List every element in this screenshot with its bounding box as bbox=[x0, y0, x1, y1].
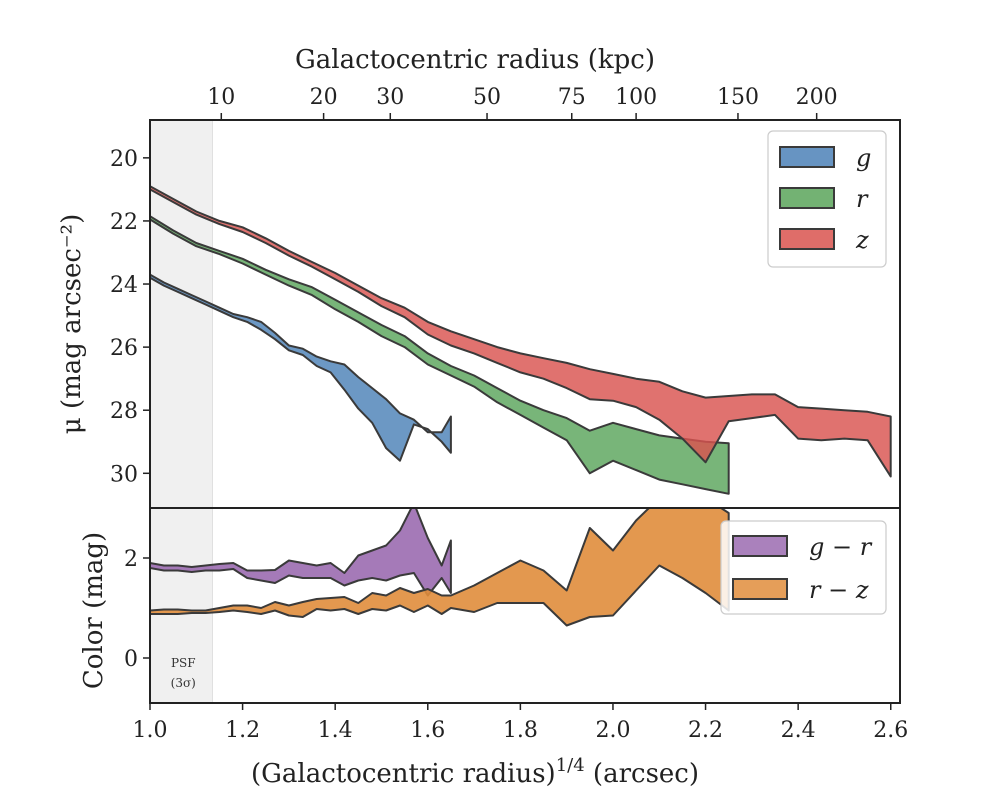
color-series bbox=[150, 508, 730, 627]
legend-label-z: z bbox=[855, 226, 869, 254]
top-x-tick-label: 30 bbox=[376, 85, 404, 110]
color-y-tick-label: 0 bbox=[124, 647, 138, 672]
x-tick-label: 1.0 bbox=[133, 718, 168, 743]
top-y-axis-title: μ (mag arcsec⁻²) bbox=[57, 214, 87, 434]
y-tick-label: 22 bbox=[110, 210, 138, 235]
psf-shaded-region-color bbox=[149, 507, 213, 704]
x-tick-label: 1.4 bbox=[318, 718, 353, 743]
top-x-tick-label: 50 bbox=[473, 85, 501, 110]
legend-swatch-r-z bbox=[732, 578, 788, 600]
legend-swatch-r bbox=[779, 187, 835, 209]
legend-label-r-z: r − z bbox=[809, 576, 869, 604]
x-axis-title: (Galactocentric radius)1/4 (arcsec) bbox=[251, 755, 699, 789]
color-legend: g − r r − z bbox=[720, 520, 887, 615]
series-band-g bbox=[150, 273, 452, 462]
top-legend: grz bbox=[767, 130, 887, 268]
top-x-tick-label: 100 bbox=[615, 85, 657, 110]
surface-brightness-panel: 20 22 24 26 28 30 10 20 30 50 75 100 150 200 Galacto… bbox=[57, 45, 901, 509]
color-panel: 02 1.0 1.2 1.4 1.6 1.8 2.0 2.2 2.4 2.6 (Galactoc… bbox=[79, 507, 908, 789]
x-tick-label: 2.4 bbox=[781, 718, 816, 743]
bottom-panel-frame bbox=[149, 507, 901, 704]
top-x-tick-label: 150 bbox=[717, 85, 759, 110]
color-y-tick-label: 2 bbox=[124, 547, 138, 572]
x-tick-label: 2.6 bbox=[873, 718, 908, 743]
x-tick-label: 2.2 bbox=[688, 718, 723, 743]
legend-label-g: g bbox=[856, 144, 871, 172]
legend-swatch-z bbox=[779, 228, 835, 250]
y-tick-label: 30 bbox=[110, 462, 138, 487]
legend-label-g-r: g − r bbox=[809, 533, 873, 561]
series-band-r bbox=[150, 215, 730, 495]
x-tick-label: 1.6 bbox=[410, 718, 445, 743]
top-x-axis-title: Galactocentric radius (kpc) bbox=[295, 45, 655, 75]
psf-annotation-label: PSF bbox=[171, 656, 196, 670]
series-band-g-r bbox=[150, 508, 452, 597]
legend-swatch-g-r bbox=[732, 535, 788, 557]
x-axis-ticks: 1.0 1.2 1.4 1.6 1.8 2.0 2.2 2.4 2.6 bbox=[133, 703, 908, 743]
legend-label-r: r bbox=[856, 185, 869, 213]
top-x-tick-label: 200 bbox=[796, 85, 838, 110]
y-tick-label: 26 bbox=[110, 336, 138, 361]
y-axis-ticks: 20 22 24 26 28 30 bbox=[110, 147, 150, 487]
x-tick-label: 1.8 bbox=[503, 718, 538, 743]
x-tick-label: 1.2 bbox=[225, 718, 260, 743]
top-x-axis-ticks: 10 20 30 50 75 100 150 200 bbox=[207, 85, 838, 120]
top-x-tick-label: 75 bbox=[558, 85, 586, 110]
legend-swatch-g bbox=[779, 146, 835, 168]
psf-annotation-sigma: (3σ) bbox=[171, 676, 196, 690]
psf-shaded-region bbox=[149, 119, 213, 509]
top-x-tick-label: 20 bbox=[310, 85, 338, 110]
y-tick-label: 24 bbox=[110, 273, 138, 298]
color-y-axis-title: Color (mag) bbox=[79, 532, 109, 689]
surface-brightness-series bbox=[150, 185, 892, 495]
color-y-axis-ticks: 02 bbox=[124, 547, 150, 672]
top-x-tick-label: 10 bbox=[207, 85, 235, 110]
series-band-z bbox=[150, 185, 892, 478]
y-tick-label: 20 bbox=[110, 147, 138, 172]
x-tick-label: 2.0 bbox=[595, 718, 630, 743]
y-tick-label: 28 bbox=[110, 399, 138, 424]
